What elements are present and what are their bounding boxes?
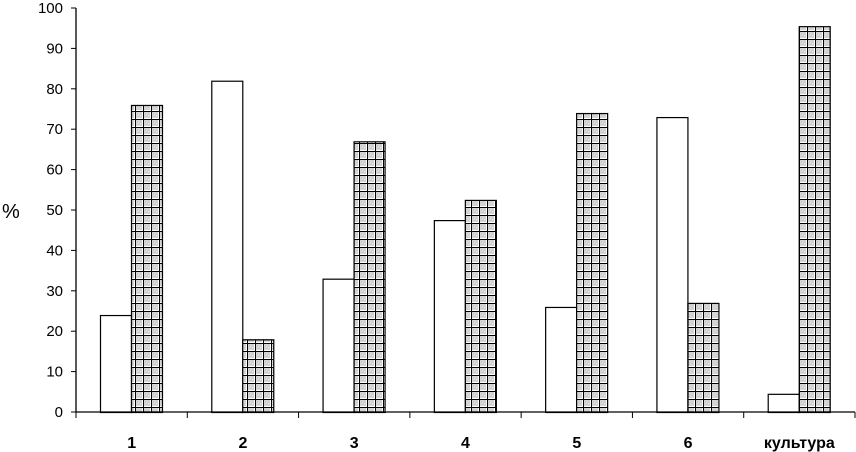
bar-series-1-category-6	[656, 116, 689, 414]
bar-series-2-category-1	[130, 104, 164, 414]
x-category-label: 1	[127, 435, 136, 452]
x-category-label: 5	[572, 435, 581, 452]
y-tick-label: 80	[46, 81, 63, 98]
x-axis-categories: 1 2 3 4 5 6 культура	[127, 435, 835, 452]
y-tick-label: 10	[46, 364, 63, 381]
axes	[75, 8, 856, 418]
y-tick-label: 90	[46, 40, 63, 57]
bar-series-1-category-5	[545, 306, 578, 414]
y-tick-label: 100	[38, 0, 63, 17]
bar-series-2-category-5	[576, 112, 609, 414]
x-category-label: 6	[684, 435, 693, 452]
bar-series-2-category-4	[464, 199, 497, 414]
bar-series-2-category-2	[242, 339, 275, 414]
y-tick-label: 60	[46, 162, 63, 179]
y-tick-label: 20	[46, 323, 63, 340]
y-tick-label: 0	[55, 404, 63, 421]
x-category-label: культура	[764, 435, 835, 452]
bar-series-1-category-2	[211, 80, 244, 414]
x-category-label: 2	[238, 435, 247, 452]
x-category-label: 3	[350, 435, 359, 452]
y-tick-label: 40	[46, 242, 63, 259]
y-tick-label: 70	[46, 121, 63, 138]
bar-series-1-category-3	[322, 278, 355, 414]
y-tick-label: 30	[46, 283, 63, 300]
bar-series-2-category-3	[353, 141, 386, 414]
bar-series-1-category-1	[99, 314, 133, 414]
bar-series-2-category-6	[687, 302, 720, 414]
y-axis-label: %	[2, 201, 20, 223]
y-axis-ticks: 0 10 20 30 40 50 60 70 80 90 100	[38, 0, 76, 421]
bar-series-1-category-4	[433, 220, 466, 414]
bars	[99, 26, 831, 414]
x-category-label: 4	[461, 435, 470, 452]
bar-series-2-category-7	[798, 26, 831, 414]
bar-series-1-category-7	[767, 393, 800, 414]
y-tick-label: 50	[46, 202, 63, 219]
